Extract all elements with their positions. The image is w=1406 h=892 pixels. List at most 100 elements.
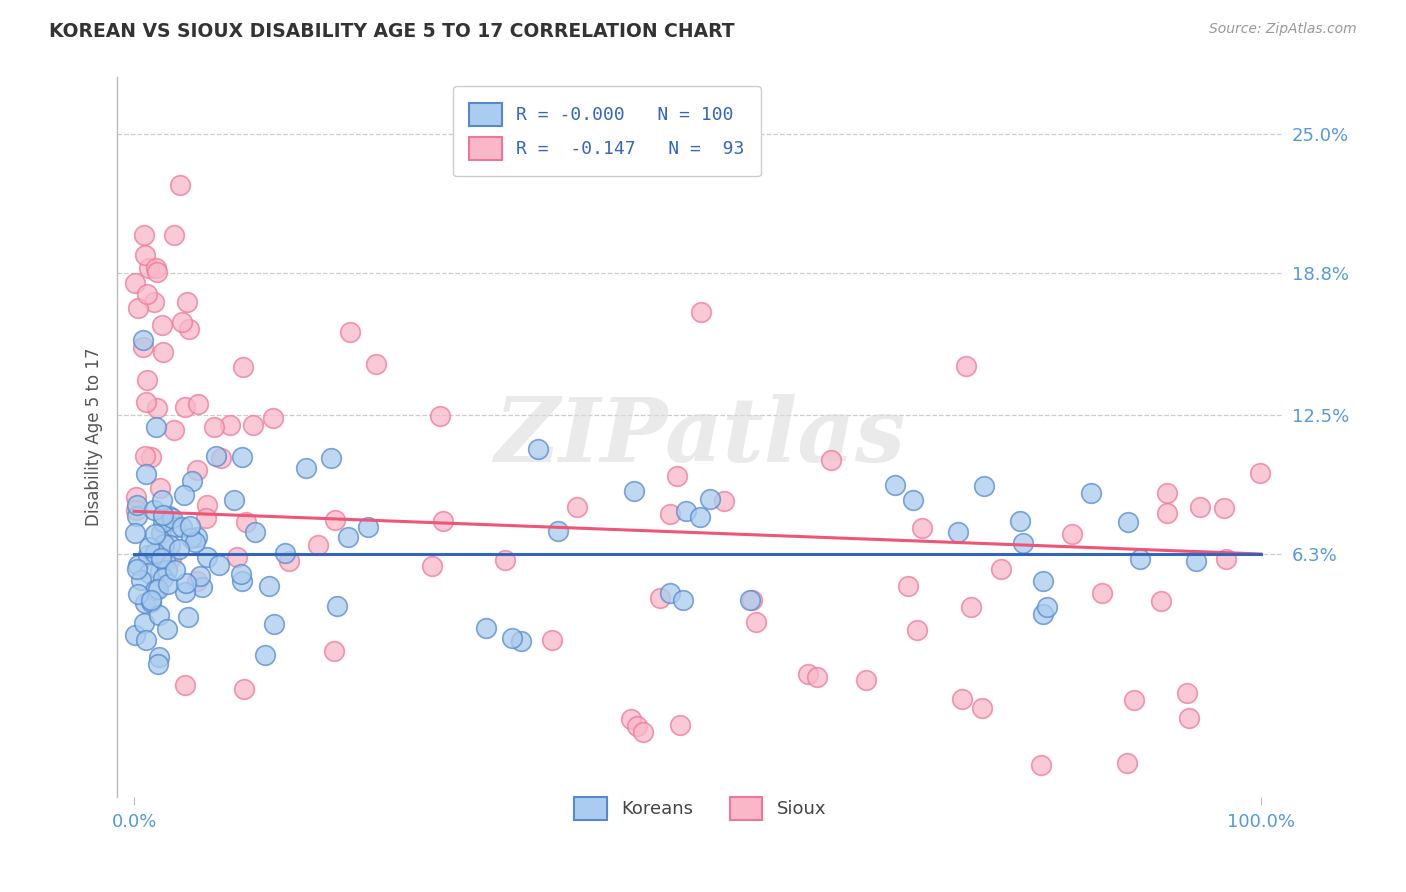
Point xyxy=(127,498,149,512)
Point xyxy=(150,492,173,507)
Point xyxy=(160,551,183,566)
Point xyxy=(1188,500,1211,514)
Point xyxy=(134,616,156,631)
Point xyxy=(125,562,148,576)
Point xyxy=(713,493,735,508)
Point xyxy=(146,401,169,416)
Point xyxy=(322,644,344,658)
Point xyxy=(884,478,907,492)
Point xyxy=(125,490,148,504)
Point xyxy=(226,550,249,565)
Point xyxy=(155,551,177,566)
Point xyxy=(135,394,157,409)
Point xyxy=(665,469,688,483)
Point xyxy=(146,582,169,596)
Point xyxy=(1213,500,1236,515)
Point xyxy=(1129,552,1152,566)
Point xyxy=(173,488,195,502)
Point xyxy=(135,467,157,481)
Point xyxy=(689,509,711,524)
Point xyxy=(990,562,1012,576)
Point xyxy=(195,499,218,513)
Point xyxy=(326,599,349,614)
Point xyxy=(1116,516,1139,530)
Point xyxy=(336,530,359,544)
Point xyxy=(152,515,174,529)
Point xyxy=(1249,466,1271,480)
Point xyxy=(897,579,920,593)
Point xyxy=(124,503,146,517)
Point xyxy=(429,409,451,423)
Point xyxy=(950,692,973,706)
Point xyxy=(1029,757,1052,772)
Point xyxy=(174,585,197,599)
Point xyxy=(153,537,176,551)
Point xyxy=(136,373,159,387)
Point xyxy=(501,631,523,645)
Point xyxy=(129,573,152,587)
Point xyxy=(172,519,194,533)
Point xyxy=(141,450,163,465)
Point xyxy=(911,521,934,535)
Point xyxy=(132,227,155,242)
Point xyxy=(1184,554,1206,568)
Point xyxy=(149,482,172,496)
Point xyxy=(180,531,202,545)
Point xyxy=(186,530,208,544)
Point xyxy=(177,322,200,336)
Point xyxy=(620,712,643,726)
Point xyxy=(307,538,329,552)
Point xyxy=(806,669,828,683)
Point xyxy=(509,634,531,648)
Point xyxy=(295,461,318,475)
Point xyxy=(127,508,149,523)
Point xyxy=(1032,574,1054,588)
Text: ZIPatlas: ZIPatlas xyxy=(495,394,905,481)
Point xyxy=(901,493,924,508)
Point xyxy=(149,564,172,578)
Point xyxy=(541,633,564,648)
Point xyxy=(131,340,153,354)
Point xyxy=(420,559,443,574)
Point xyxy=(526,442,548,457)
Point xyxy=(278,553,301,567)
Point xyxy=(124,276,146,290)
Point xyxy=(188,569,211,583)
Point xyxy=(243,524,266,539)
Point xyxy=(356,520,378,534)
Point xyxy=(181,474,204,488)
Point xyxy=(127,301,149,316)
Point xyxy=(174,678,197,692)
Point xyxy=(659,586,682,600)
Point xyxy=(1060,526,1083,541)
Point xyxy=(143,295,166,310)
Point xyxy=(339,325,361,339)
Point xyxy=(475,622,498,636)
Point xyxy=(138,540,160,554)
Point xyxy=(973,479,995,493)
Point xyxy=(145,420,167,434)
Point xyxy=(205,449,228,463)
Point xyxy=(134,449,156,463)
Point xyxy=(139,594,162,608)
Point xyxy=(1156,506,1178,520)
Point xyxy=(134,596,156,610)
Point xyxy=(1036,599,1059,614)
Point xyxy=(195,511,218,525)
Point xyxy=(150,318,173,332)
Point xyxy=(229,567,252,582)
Point xyxy=(658,508,681,522)
Point xyxy=(152,571,174,585)
Point xyxy=(232,681,254,696)
Point xyxy=(364,357,387,371)
Point xyxy=(262,410,284,425)
Point xyxy=(176,295,198,310)
Point xyxy=(855,673,877,688)
Point xyxy=(135,286,157,301)
Point xyxy=(197,550,219,565)
Point xyxy=(820,453,842,467)
Point xyxy=(1156,486,1178,500)
Point xyxy=(669,718,692,732)
Point xyxy=(162,511,184,525)
Point xyxy=(127,558,149,572)
